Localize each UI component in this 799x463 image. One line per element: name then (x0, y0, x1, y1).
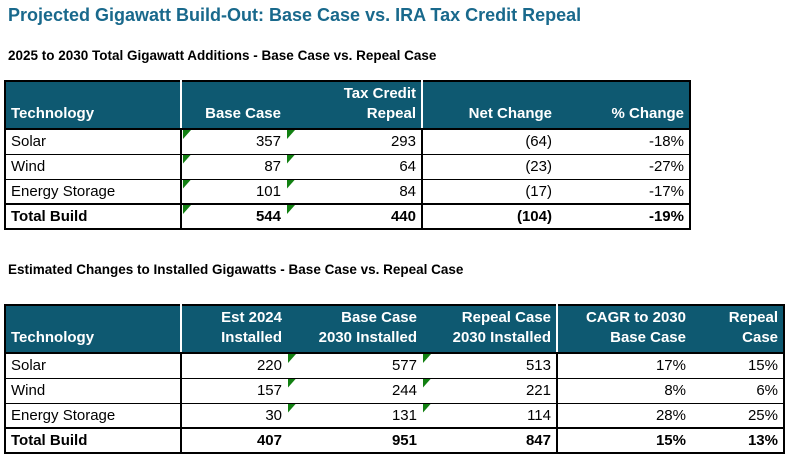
gigawatt-additions-table: Technology Base Case Tax Credit Repeal Ne… (4, 80, 691, 230)
header-base-case-2030: Base Case 2030 Installed (287, 305, 422, 354)
cell-cagr-repeal: 25% (691, 402, 784, 428)
additions-table-subtitle: 2025 to 2030 Total Gigawatt Additions - … (8, 48, 437, 63)
cell-net-change: (104) (421, 203, 557, 229)
cell-base-case: 87 (180, 153, 286, 179)
table-row-energy-storage: Energy Storage 30 131 114 28% 25% (5, 402, 784, 428)
cell-technology: Wind (5, 153, 181, 179)
cell-est-2024: 30 (180, 402, 287, 428)
cell-repeal-2030: 847 (422, 427, 557, 453)
header-tax-credit-repeal: Tax Credit Repeal (286, 81, 422, 130)
header-pct-change: % Change (557, 81, 690, 130)
cell-base-case: 544 (180, 203, 286, 229)
table-row-wind: Wind 87 64 (23) -27% (5, 153, 690, 179)
cell-est-2024: 407 (180, 427, 287, 453)
cell-cagr-base: 28% (556, 402, 691, 428)
cell-pct-change: -27% (557, 153, 690, 179)
cell-technology: Energy Storage (5, 402, 181, 428)
cell-base-case: 101 (180, 178, 286, 204)
excel-error-flag-icon (287, 154, 295, 164)
excel-error-flag-icon (183, 154, 191, 164)
cell-cagr-repeal: 15% (691, 352, 784, 378)
cell-base-2030: 951 (287, 427, 422, 453)
cell-cagr-base: 8% (556, 377, 691, 403)
cell-technology: Solar (5, 128, 181, 154)
cell-repeal-2030: 513 (422, 352, 557, 378)
cell-repeal: 84 (286, 178, 422, 204)
cell-technology: Energy Storage (5, 178, 181, 204)
installed-header-row: Technology Est 2024 Installed Base Case 20… (5, 305, 784, 354)
excel-error-flag-icon (288, 378, 296, 388)
cell-net-change: (64) (421, 128, 557, 154)
cell-repeal: 293 (286, 128, 422, 154)
cell-pct-change: -19% (557, 203, 690, 229)
excel-error-flag-icon (183, 179, 191, 189)
header-technology: Technology (5, 305, 181, 354)
header-base-case: Base Case (180, 81, 286, 130)
cell-repeal: 440 (286, 203, 422, 229)
header-net-change: Net Change (421, 81, 557, 130)
cell-est-2024: 157 (180, 377, 287, 403)
excel-error-flag-icon (183, 205, 191, 214)
cell-repeal-2030: 114 (422, 402, 557, 428)
excel-error-flag-icon (183, 130, 191, 139)
additions-header-row: Technology Base Case Tax Credit Repeal Ne… (5, 81, 690, 130)
excel-error-flag-icon (288, 354, 296, 363)
table-row-total-build: Total Build 407 951 847 15% 13% (5, 427, 784, 453)
cell-pct-change: -18% (557, 128, 690, 154)
table-row-total-build: Total Build 544 440 (104) -19% (5, 203, 690, 229)
header-cagr-base-case: CAGR to 2030 Base Case (556, 305, 691, 354)
cell-net-change: (23) (421, 153, 557, 179)
table-row-solar: Solar 220 577 513 17% 15% (5, 352, 784, 378)
cell-pct-change: -17% (557, 178, 690, 204)
table-row-wind: Wind 157 244 221 8% 6% (5, 377, 784, 403)
table-row-solar: Solar 357 293 (64) -18% (5, 128, 690, 154)
header-est-2024-installed: Est 2024 Installed (180, 305, 287, 354)
excel-error-flag-icon (287, 130, 295, 139)
cell-repeal: 64 (286, 153, 422, 179)
page-title: Projected Gigawatt Build-Out: Base Case … (8, 5, 582, 25)
cell-cagr-repeal: 13% (691, 427, 784, 453)
cell-technology: Total Build (5, 203, 181, 229)
cell-base-case: 357 (180, 128, 286, 154)
cell-technology: Wind (5, 377, 181, 403)
cell-cagr-repeal: 6% (691, 377, 784, 403)
cell-cagr-base: 17% (556, 352, 691, 378)
excel-error-flag-icon (423, 354, 431, 363)
cell-base-2030: 577 (287, 352, 422, 378)
header-technology: Technology (5, 81, 181, 130)
header-cagr-repeal-case: Repeal Case (691, 305, 784, 354)
cell-est-2024: 220 (180, 352, 287, 378)
cell-repeal-2030: 221 (422, 377, 557, 403)
excel-error-flag-icon (423, 403, 431, 413)
installed-gigawatts-table: Technology Est 2024 Installed Base Case 20… (4, 304, 785, 454)
excel-error-flag-icon (423, 378, 431, 388)
installed-table-subtitle: Estimated Changes to Installed Gigawatts… (8, 262, 464, 277)
header-repeal-case-2030: Repeal Case 2030 Installed (422, 305, 557, 354)
excel-error-flag-icon (288, 403, 296, 413)
cell-base-2030: 244 (287, 377, 422, 403)
cell-base-2030: 131 (287, 402, 422, 428)
table-row-energy-storage: Energy Storage 101 84 (17) -17% (5, 178, 690, 204)
cell-net-change: (17) (421, 178, 557, 204)
excel-error-flag-icon (287, 205, 295, 214)
excel-error-flag-icon (287, 179, 295, 189)
cell-technology: Solar (5, 352, 181, 378)
cell-cagr-base: 15% (556, 427, 691, 453)
cell-technology: Total Build (5, 427, 181, 453)
